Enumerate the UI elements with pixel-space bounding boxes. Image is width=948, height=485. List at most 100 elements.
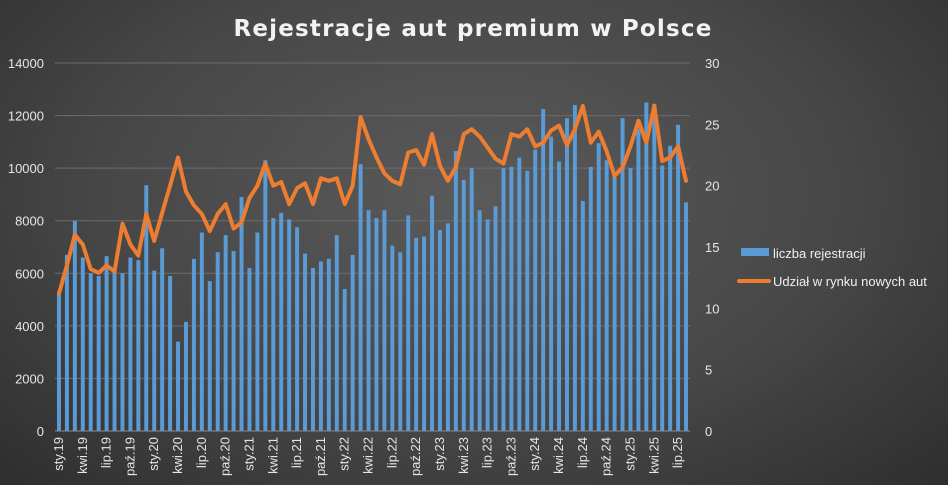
- bar: [310, 268, 315, 431]
- line-series: [57, 103, 688, 296]
- left-tick-label: 8000: [15, 214, 44, 229]
- x-tick-label: paź.19: [122, 437, 137, 476]
- x-tick-label: kwi.20: [170, 437, 185, 474]
- bar: [517, 157, 522, 431]
- bar: [652, 103, 657, 431]
- x-tick-label: lip.23: [480, 437, 495, 468]
- left-tick-label: 2000: [15, 371, 44, 386]
- bar: [382, 210, 387, 431]
- bar: [461, 179, 466, 431]
- bar: [477, 210, 482, 431]
- bar: [580, 201, 585, 431]
- bar: [572, 105, 577, 432]
- right-tick-label: 25: [705, 117, 719, 132]
- left-tick-label: 6000: [15, 266, 44, 281]
- bar: [525, 170, 530, 431]
- x-tick-label: kwi.22: [361, 437, 376, 474]
- bar: [596, 143, 601, 431]
- bar: [104, 256, 109, 431]
- bar: [223, 235, 228, 431]
- x-tick-label: paź.21: [313, 437, 328, 476]
- bar: [406, 215, 411, 431]
- bar: [342, 289, 347, 431]
- x-tick-label: kwi.24: [551, 437, 566, 474]
- x-tick-label: sty.23: [432, 437, 447, 471]
- bar: [112, 271, 117, 431]
- bar: [295, 227, 300, 431]
- bar: [168, 275, 173, 431]
- x-axis: sty.19 kwi.19 lip.19 paź.19 sty.20 kwi.20 lip.…: [51, 430, 690, 476]
- left-axis: 0 2000 4000 6000 8000 10000 12000 14000: [8, 56, 44, 439]
- bar: [485, 219, 490, 431]
- bar: [366, 210, 371, 431]
- bar: [437, 229, 442, 431]
- x-tick-label: lip.20: [194, 437, 209, 468]
- bar: [334, 235, 339, 431]
- bar: [271, 218, 276, 431]
- bar: [620, 118, 625, 431]
- x-tick-label: paź.24: [599, 437, 614, 476]
- bar: [64, 254, 69, 431]
- bar: [215, 252, 220, 431]
- bar: [279, 212, 284, 431]
- bar: [255, 232, 260, 431]
- bar: [263, 160, 268, 431]
- bar: [414, 237, 419, 431]
- bar: [374, 218, 379, 431]
- left-tick-label: 10000: [8, 161, 44, 176]
- bar: [541, 109, 546, 431]
- bar: [557, 161, 562, 432]
- x-tick-label: paź.20: [218, 437, 233, 476]
- bar: [660, 165, 665, 431]
- x-tick-label: paź.23: [503, 437, 518, 476]
- bar: [422, 236, 427, 431]
- right-tick-label: 15: [705, 240, 719, 255]
- bar: [390, 245, 395, 431]
- bar: [493, 206, 498, 431]
- bar: [160, 248, 165, 431]
- bar: [453, 151, 458, 432]
- legend-bar-label: liczba rejestracji: [773, 246, 866, 261]
- bar: [358, 164, 363, 431]
- x-tick-label: sty.24: [527, 437, 542, 471]
- x-tick-label: paź.22: [408, 437, 423, 476]
- bar: [207, 281, 212, 431]
- bar: [350, 254, 355, 431]
- bar: [199, 232, 204, 431]
- legend: liczba rejestracji Udział w rynku nowych…: [737, 246, 927, 289]
- x-tick-label: sty.21: [241, 437, 256, 471]
- legend-bar-swatch: [741, 248, 769, 256]
- bar: [588, 166, 593, 432]
- bar: [628, 168, 633, 431]
- bar-series: [56, 102, 689, 432]
- x-tick-label: sty.20: [146, 437, 161, 471]
- right-tick-label: 10: [705, 301, 719, 316]
- x-tick-label: lip.24: [575, 437, 590, 468]
- bar: [469, 168, 474, 431]
- share-line: [57, 103, 688, 296]
- bar: [430, 195, 435, 431]
- bar: [636, 128, 641, 431]
- right-axis: 0 5 10 15 20 25 30: [705, 56, 719, 439]
- bar: [501, 168, 506, 431]
- bar: [303, 253, 308, 431]
- x-tick-label: sty.19: [51, 437, 66, 471]
- x-tick-label: lip.25: [670, 437, 685, 468]
- bar: [445, 223, 450, 431]
- bar: [96, 275, 101, 431]
- left-tick-label: 4000: [15, 319, 44, 334]
- bar: [144, 185, 149, 431]
- left-tick-label: 12000: [8, 109, 44, 124]
- gridlines: [55, 62, 690, 432]
- legend-line-label: Udział w rynku nowych aut: [773, 274, 927, 289]
- x-tick-label: kwi.23: [456, 437, 471, 474]
- x-tick-label: lip.22: [384, 437, 399, 468]
- bar: [152, 270, 157, 431]
- bar: [128, 257, 133, 431]
- bar: [287, 219, 292, 431]
- bar: [533, 149, 538, 431]
- bar: [604, 160, 609, 431]
- bar: [239, 197, 244, 431]
- bar: [326, 258, 331, 431]
